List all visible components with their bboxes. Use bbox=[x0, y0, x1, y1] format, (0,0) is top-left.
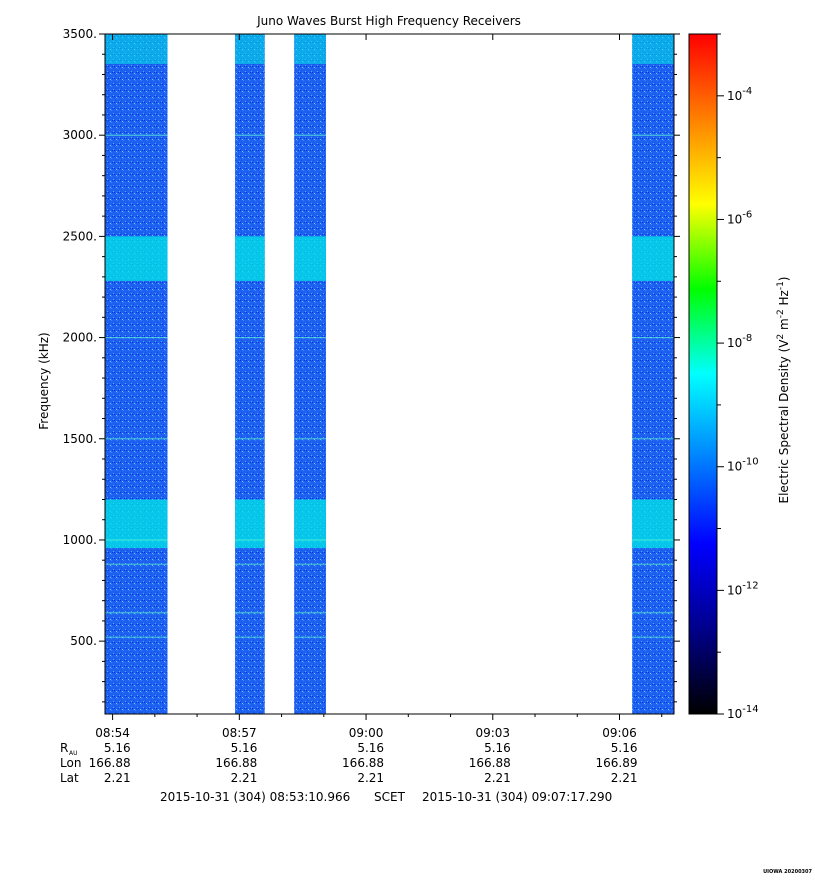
colorbar-tick-label: 10-6 bbox=[727, 209, 752, 226]
segment-top-fringe bbox=[235, 34, 265, 64]
ephemeris-value: 166.89 bbox=[596, 756, 638, 770]
bright-band-1 bbox=[235, 236, 265, 281]
time-range-start: 2015-10-31 (304) 08:53:10.966 bbox=[160, 790, 350, 804]
bright-band-1 bbox=[632, 236, 674, 281]
data-segment-2 bbox=[235, 34, 265, 714]
ephemeris-row-label-sub: AU bbox=[69, 750, 78, 757]
segment-noise bbox=[294, 34, 326, 714]
ephemeris-value: 2.21 bbox=[231, 771, 258, 785]
x-tick-label: 08:54 bbox=[95, 726, 130, 740]
ephemeris-value: 5.16 bbox=[104, 741, 131, 755]
y-tick-label: 1000. bbox=[63, 533, 97, 547]
y-axis-label: Frequency (kHz) bbox=[37, 332, 51, 429]
ephemeris-row-label: Lon bbox=[60, 756, 81, 770]
colorbar-label-part1: Electric Spectral Density (V bbox=[777, 339, 791, 504]
y-axis: 3500. 3000. 2500. 2000. 1500. 1000. 500. bbox=[63, 27, 680, 703]
segment-top-fringe bbox=[632, 34, 674, 64]
plot-frame bbox=[104, 33, 675, 715]
ephemeris-value: 2.21 bbox=[357, 771, 384, 785]
data-segment-1 bbox=[105, 34, 168, 714]
x-tick-label: 09:03 bbox=[475, 726, 510, 740]
data-segment-3 bbox=[294, 34, 326, 714]
bright-band-1 bbox=[294, 236, 326, 281]
colorbar-tick-label: 10-4 bbox=[727, 86, 752, 103]
colorbar: 10-4 10-6 10-8 10-10 10-12 10-14 bbox=[688, 33, 759, 721]
segment-top-fringe bbox=[105, 34, 168, 64]
chart-title: Juno Waves Burst High Frequency Receiver… bbox=[256, 14, 521, 28]
x-tick-label: 09:00 bbox=[349, 726, 384, 740]
x-tick-label: 08:57 bbox=[222, 726, 257, 740]
ephemeris-value: 2.21 bbox=[484, 771, 511, 785]
colorbar-label-sup1: 2 bbox=[776, 334, 786, 340]
footer-credit: UIOWA 20200307 bbox=[763, 869, 812, 875]
colorbar-tick-label: 10-8 bbox=[727, 333, 752, 350]
bright-band-2 bbox=[632, 499, 674, 549]
ephemeris-table: R AU 5.16 5.16 5.16 5.16 5.16 Lon 166.88 166.88 16… bbox=[60, 741, 638, 785]
y-tick-label: 3000. bbox=[63, 128, 97, 142]
ephemeris-value: 5.16 bbox=[484, 741, 511, 755]
ephemeris-value: 166.88 bbox=[89, 756, 131, 770]
colorbar-label-part3: Hz bbox=[777, 290, 791, 309]
colorbar-label-part4: ) bbox=[777, 276, 791, 281]
ephemeris-value: 166.88 bbox=[215, 756, 257, 770]
segment-top-fringe bbox=[294, 34, 326, 64]
colorbar-tick-label: 10-10 bbox=[727, 457, 759, 474]
data-segment-4 bbox=[632, 34, 674, 714]
bright-band-1 bbox=[105, 236, 168, 281]
y-tick-label: 1500. bbox=[63, 432, 97, 446]
ephemeris-value: 5.16 bbox=[357, 741, 384, 755]
x-tick-label: 09:06 bbox=[602, 726, 637, 740]
ephemeris-value: 166.88 bbox=[342, 756, 384, 770]
segment-noise bbox=[632, 34, 674, 714]
segment-noise bbox=[235, 34, 265, 714]
bright-band-2 bbox=[235, 499, 265, 549]
colorbar-label: Electric Spectral Density (V2 m-2 Hz-1) bbox=[776, 276, 791, 503]
y-tick-label: 500. bbox=[70, 634, 97, 648]
colorbar-tick-label: 10-14 bbox=[727, 704, 759, 721]
colorbar-label-sup3: -1 bbox=[776, 281, 786, 290]
ephemeris-value: 2.21 bbox=[104, 771, 131, 785]
spectrogram-plot-area bbox=[105, 34, 674, 714]
x-axis: 08:54 08:57 09:00 09:03 09:06 bbox=[95, 34, 663, 740]
ephemeris-row-label: Lat bbox=[60, 771, 79, 785]
time-range-end: 2015-10-31 (304) 09:07:17.290 bbox=[422, 790, 612, 804]
ephemeris-value: 2.21 bbox=[611, 771, 638, 785]
bright-band-2 bbox=[294, 499, 326, 549]
segment-noise bbox=[105, 34, 168, 714]
ephemeris-value: 166.88 bbox=[469, 756, 511, 770]
y-tick-label: 3500. bbox=[63, 27, 97, 41]
ephemeris-row-label: R bbox=[60, 741, 68, 755]
y-tick-label: 2500. bbox=[63, 229, 97, 243]
colorbar-label-sup2: -2 bbox=[776, 309, 786, 318]
bright-band-2 bbox=[105, 499, 168, 549]
ephemeris-value: 5.16 bbox=[611, 741, 638, 755]
colorbar-label-part2: m bbox=[777, 318, 791, 334]
colorbar-tick-label: 10-12 bbox=[727, 580, 759, 597]
colorbar-gradient bbox=[688, 33, 718, 715]
ephemeris-value: 5.16 bbox=[231, 741, 258, 755]
y-tick-label: 2000. bbox=[63, 331, 97, 345]
time-range-scet: SCET bbox=[374, 790, 406, 804]
